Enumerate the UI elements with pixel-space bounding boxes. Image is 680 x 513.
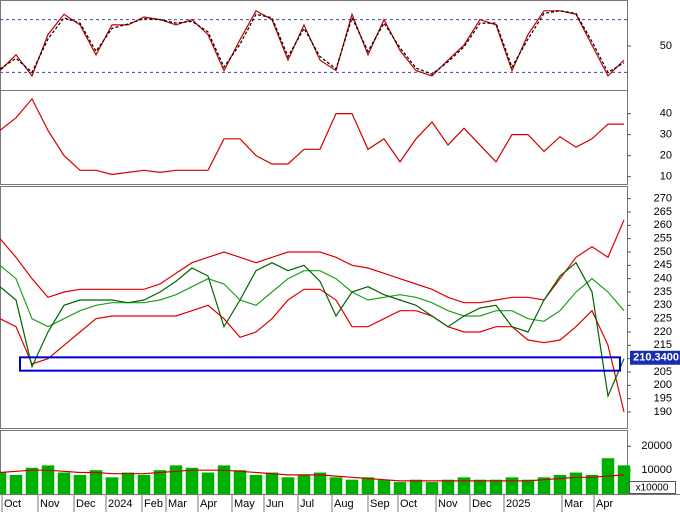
y-tick-label: 10 (660, 171, 672, 183)
volume-bar (137, 474, 151, 494)
y-tick-label: 20 (660, 150, 672, 162)
volume-bar (201, 472, 215, 494)
volume-bar (457, 477, 471, 494)
volume-bar (233, 470, 247, 494)
last-price-label: 210.3400 (633, 352, 679, 364)
volume-bar (617, 465, 631, 494)
volume-bar (569, 472, 583, 494)
volume-bar (9, 474, 23, 494)
highlight-box (19, 356, 621, 372)
x-tick-label: Mar (168, 498, 187, 510)
y-tick-label: 255 (654, 233, 672, 245)
series-line (0, 10, 625, 75)
volume-bar (409, 479, 423, 494)
panel-frame (0, 186, 628, 429)
y-tick-label: 220 (654, 326, 672, 338)
unit-label: x10000 (636, 483, 669, 494)
x-tick-label: Nov (40, 498, 60, 510)
y-tick-label: 50 (660, 40, 672, 52)
x-tick-label: Dec (472, 498, 492, 510)
volume-bar (281, 477, 295, 494)
y-tick-label: 240 (654, 273, 672, 285)
volume-bar (505, 477, 519, 494)
y-tick-label: 225 (654, 313, 672, 325)
volume-bar (105, 477, 119, 494)
volume-bar (73, 474, 87, 494)
y-tick-label: 190 (654, 406, 672, 418)
y-tick-label: 10000 (641, 464, 672, 476)
y-tick-label: 250 (654, 246, 672, 258)
x-tick-label: 2025 (506, 498, 530, 510)
volume-bar (217, 465, 231, 494)
volume-bar (41, 465, 55, 494)
y-tick-label: 20000 (641, 440, 672, 452)
x-tick-label: Apr (596, 498, 613, 510)
volume-bar (121, 472, 135, 494)
volume-bar (521, 479, 535, 494)
x-tick-label: Feb (144, 498, 163, 510)
volume-bar (537, 477, 551, 494)
volume-bar (329, 477, 343, 494)
y-tick-label: 30 (660, 129, 672, 141)
last-price-tag (630, 350, 680, 365)
volume-bar (89, 470, 103, 494)
x-tick-label: Dec (76, 498, 96, 510)
series-line (0, 264, 625, 328)
volume-bar (265, 472, 279, 494)
volume-bar (249, 474, 263, 494)
volume-bar (297, 474, 311, 494)
volume-bar (425, 482, 439, 494)
series-line (0, 219, 625, 304)
x-tick-label: Mar (564, 498, 583, 510)
volume-bar (441, 479, 455, 494)
y-tick-label: 270 (654, 193, 672, 205)
y-tick-label: 40 (660, 108, 672, 120)
volume-bar (25, 467, 39, 494)
y-tick-label: 260 (654, 219, 672, 231)
y-tick-label: 235 (654, 286, 672, 298)
y-tick-label: 245 (654, 259, 672, 271)
x-tick-label: Sep (370, 498, 390, 510)
volume-bar (473, 479, 487, 494)
volume-bar (0, 472, 7, 494)
y-tick-label: 200 (654, 379, 672, 391)
volume-bar (169, 465, 183, 494)
volume-bar (57, 472, 71, 494)
x-tick-label: Aug (334, 498, 354, 510)
volume-bar (185, 467, 199, 494)
volume-bar (313, 472, 327, 494)
y-tick-label: 205 (654, 366, 672, 378)
panel-frame (0, 90, 628, 185)
x-tick-label: Jun (266, 498, 284, 510)
volume-bar (153, 470, 167, 494)
series-line (0, 288, 625, 413)
volume-bar (361, 477, 375, 494)
y-tick-label: 195 (654, 393, 672, 405)
series-line (0, 97, 624, 176)
x-tick-label: Oct (4, 498, 21, 510)
volume-bar (553, 474, 567, 494)
y-tick-label: 230 (654, 299, 672, 311)
y-tick-label: 215 (654, 339, 672, 351)
volume-bar (393, 482, 407, 494)
volume-bar (377, 479, 391, 494)
x-tick-label: Apr (200, 498, 217, 510)
series-line (0, 469, 625, 482)
volume-bar (345, 479, 359, 494)
x-tick-label: 2024 (108, 498, 132, 510)
x-tick-label: Nov (438, 498, 458, 510)
volume-bar (585, 474, 599, 494)
series-line (0, 261, 625, 399)
y-tick-label: 265 (654, 206, 672, 218)
x-tick-label: Oct (400, 498, 417, 510)
x-tick-label: Jul (300, 498, 314, 510)
x-tick-label: May (234, 498, 255, 510)
unit-box (629, 481, 676, 494)
volume-bar (489, 479, 503, 494)
